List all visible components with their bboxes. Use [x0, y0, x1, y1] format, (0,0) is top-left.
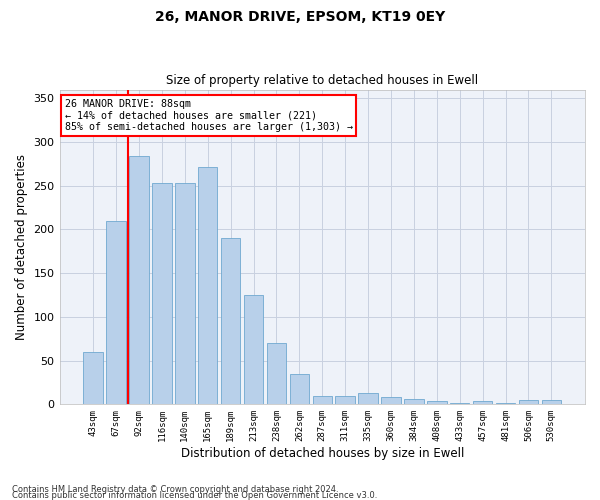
- Bar: [450, 402, 469, 404]
- Bar: [542, 400, 561, 404]
- Bar: [496, 402, 515, 404]
- Bar: [175, 183, 194, 404]
- Bar: [473, 401, 493, 404]
- Bar: [519, 400, 538, 404]
- Bar: [221, 238, 241, 404]
- Text: 26, MANOR DRIVE, EPSOM, KT19 0EY: 26, MANOR DRIVE, EPSOM, KT19 0EY: [155, 10, 445, 24]
- Bar: [129, 156, 149, 404]
- Text: Contains public sector information licensed under the Open Government Licence v3: Contains public sector information licen…: [12, 490, 377, 500]
- Bar: [358, 393, 378, 404]
- Bar: [427, 401, 446, 404]
- Title: Size of property relative to detached houses in Ewell: Size of property relative to detached ho…: [166, 74, 478, 87]
- Bar: [83, 352, 103, 405]
- Bar: [335, 396, 355, 404]
- Bar: [290, 374, 309, 404]
- Bar: [198, 166, 217, 404]
- Bar: [267, 343, 286, 404]
- Text: 26 MANOR DRIVE: 88sqm
← 14% of detached houses are smaller (221)
85% of semi-det: 26 MANOR DRIVE: 88sqm ← 14% of detached …: [65, 99, 353, 132]
- Bar: [106, 220, 126, 404]
- Text: Contains HM Land Registry data © Crown copyright and database right 2024.: Contains HM Land Registry data © Crown c…: [12, 484, 338, 494]
- Bar: [404, 399, 424, 404]
- Bar: [244, 295, 263, 405]
- Bar: [152, 183, 172, 404]
- Y-axis label: Number of detached properties: Number of detached properties: [15, 154, 28, 340]
- X-axis label: Distribution of detached houses by size in Ewell: Distribution of detached houses by size …: [181, 447, 464, 460]
- Bar: [381, 398, 401, 404]
- Bar: [313, 396, 332, 404]
